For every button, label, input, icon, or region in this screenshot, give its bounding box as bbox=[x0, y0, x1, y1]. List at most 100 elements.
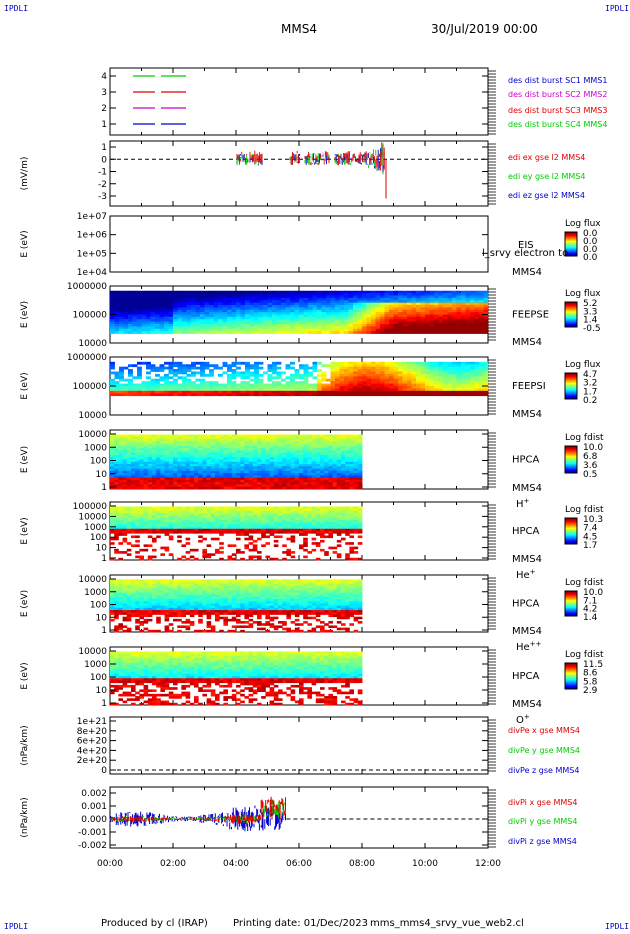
spectrogram-cell bbox=[341, 477, 346, 481]
spectrogram-cell bbox=[438, 309, 444, 313]
spectrogram-cell bbox=[236, 450, 241, 454]
spectrogram-cell bbox=[128, 316, 133, 320]
spectrogram-cell bbox=[123, 316, 129, 320]
spectrogram-cell bbox=[143, 531, 149, 534]
spectrogram-cell bbox=[122, 468, 128, 472]
spectrogram-cell bbox=[272, 390, 277, 394]
colorbar-segment bbox=[565, 251, 577, 253]
spectrogram-cell bbox=[321, 297, 327, 301]
spectrogram-cell bbox=[245, 373, 250, 377]
spectrogram-cell bbox=[389, 381, 394, 384]
spectrogram-cell bbox=[290, 448, 296, 451]
spectrogram-cell bbox=[131, 475, 136, 479]
spectrogram-cell bbox=[258, 328, 264, 332]
spectrogram-cell bbox=[131, 461, 136, 465]
spectrogram-cell bbox=[384, 390, 390, 394]
spectrogram-cell bbox=[150, 297, 156, 301]
spectrogram-cell bbox=[252, 452, 258, 456]
spectrogram-cell bbox=[186, 293, 192, 296]
spectrogram-cell bbox=[254, 305, 259, 308]
spectrogram-cell bbox=[245, 316, 250, 320]
spectrogram-cell bbox=[357, 331, 363, 334]
spectrogram-cell bbox=[276, 314, 282, 318]
spectrogram-cell bbox=[164, 531, 170, 534]
spectrogram-cell bbox=[181, 470, 186, 474]
colorbar-segment bbox=[565, 379, 577, 382]
spectrogram-cell bbox=[330, 326, 336, 330]
spectrogram-cell bbox=[470, 331, 475, 334]
spectrogram-cell bbox=[128, 293, 133, 296]
spectrogram-cell bbox=[375, 321, 381, 325]
spectrogram-cell bbox=[311, 468, 317, 472]
spectrogram-cell bbox=[456, 371, 462, 375]
spectrogram-cell bbox=[135, 482, 140, 485]
spectrogram-cell bbox=[168, 522, 174, 525]
spectrogram-cell bbox=[357, 326, 363, 330]
spectrogram-cell bbox=[393, 321, 399, 325]
spectrogram-cell bbox=[339, 393, 345, 397]
spectrogram-cell bbox=[393, 300, 399, 304]
spectrogram-cell bbox=[353, 484, 359, 488]
spectrogram-cell bbox=[131, 506, 136, 510]
spectrogram-cell bbox=[483, 302, 489, 306]
spectrogram-cell bbox=[219, 441, 224, 445]
spectrogram-cell bbox=[141, 302, 147, 306]
spectrogram-cell bbox=[261, 439, 266, 442]
spectrogram-cell bbox=[139, 454, 144, 458]
spectrogram-cell bbox=[132, 314, 138, 318]
spectrogram-cell bbox=[299, 307, 304, 311]
spectrogram-cell bbox=[258, 295, 264, 299]
spectrogram-cell bbox=[398, 309, 403, 313]
spectrogram-cell bbox=[126, 477, 132, 481]
spectrogram-cell bbox=[348, 381, 354, 384]
spectrogram-cell bbox=[330, 369, 336, 372]
spacecraft-label: MMS4 bbox=[512, 267, 542, 278]
spectrogram-cell bbox=[156, 515, 161, 519]
colorbar-frame bbox=[564, 231, 578, 257]
spectrogram-cell bbox=[416, 364, 421, 368]
spectrogram-cell bbox=[398, 293, 403, 296]
spectrogram-cell bbox=[452, 381, 457, 384]
spectrogram-cell bbox=[349, 461, 354, 465]
spectrogram-cell bbox=[312, 326, 318, 330]
spectrogram-cell bbox=[240, 475, 245, 479]
spectrogram-cell bbox=[168, 506, 174, 510]
spectrogram-cell bbox=[147, 535, 153, 539]
spectrogram-cell bbox=[332, 479, 338, 483]
spectrogram-cell bbox=[307, 448, 312, 451]
spectrogram-cell bbox=[254, 383, 259, 387]
spectrogram-cell bbox=[425, 364, 430, 368]
spectrogram-cell bbox=[348, 314, 354, 318]
spectrogram-cell bbox=[452, 366, 457, 370]
spectrogram-cell bbox=[122, 466, 128, 469]
spectrogram-cell bbox=[143, 482, 149, 485]
spectrogram-cell bbox=[173, 364, 178, 368]
y-tick-label: 1e+07 bbox=[77, 212, 107, 222]
spectrogram-cell bbox=[452, 290, 457, 294]
spectrogram-cell bbox=[147, 436, 153, 440]
spectrogram-cell bbox=[152, 486, 157, 490]
spectrogram-cell bbox=[443, 390, 448, 394]
spectrogram-cell bbox=[267, 305, 273, 308]
spectrogram-cell bbox=[123, 324, 129, 327]
spectrogram-cell bbox=[353, 381, 358, 384]
spectrogram-cell bbox=[317, 383, 322, 387]
spectrogram-cell bbox=[202, 470, 207, 474]
spectrogram-cell bbox=[223, 452, 228, 456]
spectrogram-cell bbox=[456, 302, 462, 306]
spectrogram-cell bbox=[114, 531, 119, 534]
spectrogram-cell bbox=[371, 364, 376, 368]
spectrogram-cell bbox=[371, 388, 376, 392]
spectrogram-cell bbox=[244, 441, 249, 445]
spectrogram-cell bbox=[320, 439, 325, 442]
spectrogram-cell bbox=[177, 479, 182, 483]
spectrogram-cell bbox=[240, 450, 245, 454]
spectrogram-cell bbox=[182, 297, 187, 301]
spectrogram-cell bbox=[265, 482, 270, 485]
spectrogram-cell bbox=[303, 300, 309, 304]
spectrogram-cell bbox=[240, 307, 246, 311]
spectrogram-cell bbox=[353, 466, 359, 469]
spectrogram-cell bbox=[308, 383, 313, 387]
spectrogram-cell bbox=[204, 361, 210, 365]
spectrogram-cell bbox=[143, 434, 149, 438]
